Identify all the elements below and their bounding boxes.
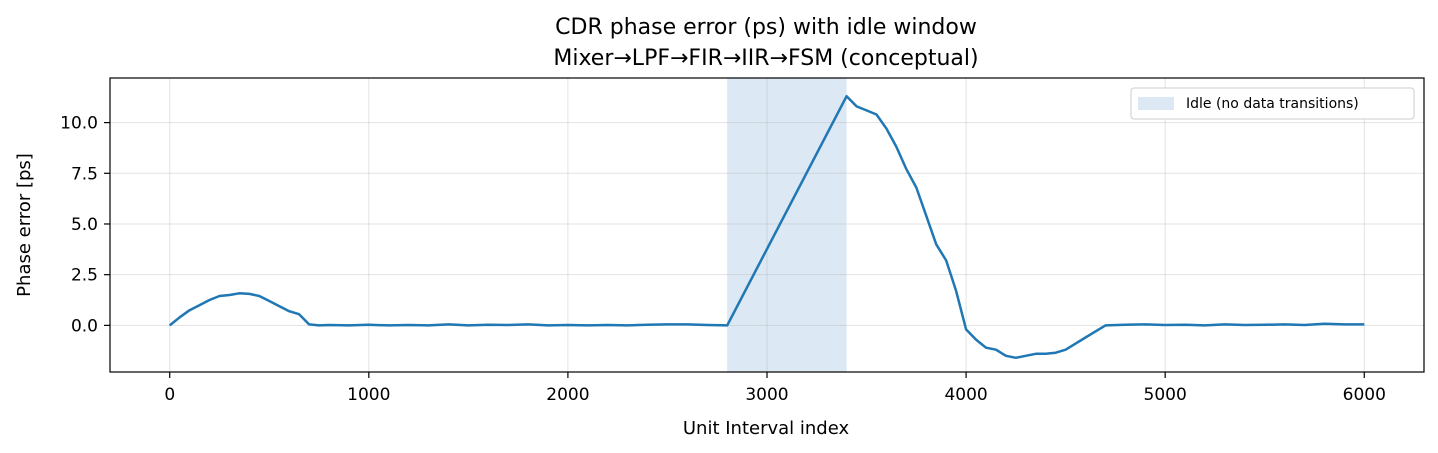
- x-tick-label: 2000: [546, 385, 589, 405]
- x-tick-label: 0: [164, 385, 175, 405]
- legend-swatch-idle: [1138, 97, 1174, 110]
- y-axis-label: Phase error [ps]: [14, 153, 35, 297]
- y-tick-label: 0.0: [71, 316, 98, 336]
- idle-window-band: [727, 78, 847, 372]
- legend-box: [1130, 87, 1415, 120]
- y-tick-label: 7.5: [71, 164, 98, 184]
- y-tick-label: 5.0: [71, 215, 98, 235]
- x-tick-label: 3000: [745, 385, 788, 405]
- chart-subtitle: Mixer→LPF→FIR→IIR→FSM (conceptual): [553, 46, 978, 71]
- x-axis-label: Unit Interval index: [683, 418, 850, 439]
- legend: Idle (no data transitions): [1130, 87, 1415, 120]
- series-line: [168, 94, 1365, 360]
- x-tick-label: 6000: [1343, 385, 1386, 405]
- y-axis-ticks: 0.0 2.5 5.0 7.5 10.0: [60, 114, 110, 336]
- chart-title: CDR phase error (ps) with idle window: [555, 15, 977, 40]
- grid: [110, 78, 1424, 372]
- plot-area: [109, 77, 1425, 373]
- x-tick-label: 4000: [944, 385, 987, 405]
- y-tick-label: 10.0: [60, 114, 98, 134]
- x-tick-label: 5000: [1144, 385, 1187, 405]
- x-axis-ticks: 0 1000 2000 3000 4000 5000 6000: [164, 372, 1386, 405]
- y-tick-label: 2.5: [71, 266, 98, 286]
- x-tick-label: 1000: [347, 385, 390, 405]
- legend-label-idle: Idle (no data transitions): [1186, 96, 1359, 112]
